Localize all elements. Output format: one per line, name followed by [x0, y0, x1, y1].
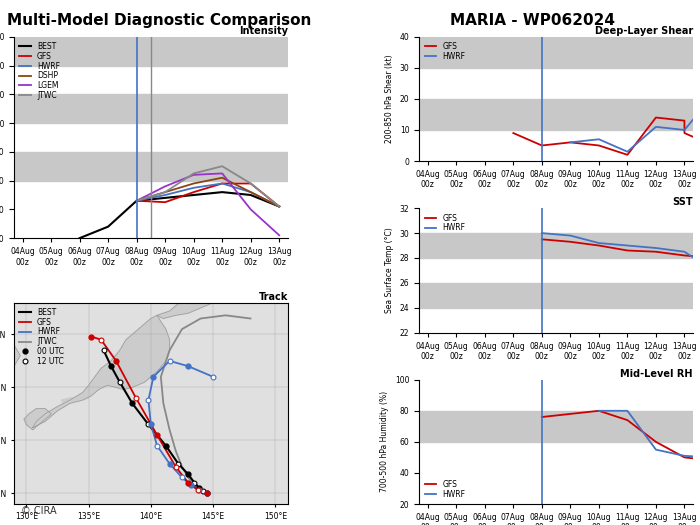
Polygon shape — [24, 408, 51, 430]
Text: Mid-Level RH: Mid-Level RH — [620, 369, 693, 379]
Bar — [14, 37, 288, 66]
Bar — [419, 283, 693, 308]
Text: Deep-Layer Shear: Deep-Layer Shear — [595, 26, 693, 36]
Bar — [419, 37, 693, 68]
Polygon shape — [62, 396, 89, 403]
Text: SST: SST — [673, 197, 693, 207]
Text: Track: Track — [258, 292, 288, 302]
Polygon shape — [157, 289, 223, 319]
Text: © CIRA: © CIRA — [21, 506, 57, 516]
Bar — [14, 94, 288, 123]
Bar — [14, 152, 288, 181]
Legend: GFS, HWRF: GFS, HWRF — [423, 40, 467, 62]
Legend: BEST, GFS, HWRF, DSHP, LGEM, JTWC: BEST, GFS, HWRF, DSHP, LGEM, JTWC — [18, 40, 62, 101]
Y-axis label: Sea Surface Temp (°C): Sea Surface Temp (°C) — [385, 227, 394, 313]
Legend: BEST, GFS, HWRF, JTWC, 00 UTC, 12 UTC: BEST, GFS, HWRF, JTWC, 00 UTC, 12 UTC — [18, 307, 65, 367]
Text: MARIA - WP062024: MARIA - WP062024 — [449, 13, 615, 28]
Bar — [419, 99, 693, 130]
Bar — [419, 233, 693, 258]
Polygon shape — [0, 345, 20, 398]
Legend: GFS, HWRF: GFS, HWRF — [423, 478, 467, 500]
Y-axis label: 200-850 hPa Shear (kt): 200-850 hPa Shear (kt) — [385, 55, 394, 143]
Y-axis label: 700-500 hPa Humidity (%): 700-500 hPa Humidity (%) — [380, 391, 389, 492]
Polygon shape — [33, 316, 169, 428]
Legend: GFS, HWRF: GFS, HWRF — [423, 212, 467, 234]
Bar — [419, 411, 693, 442]
Text: Intensity: Intensity — [239, 26, 288, 36]
Text: Multi-Model Diagnostic Comparison: Multi-Model Diagnostic Comparison — [7, 13, 312, 28]
